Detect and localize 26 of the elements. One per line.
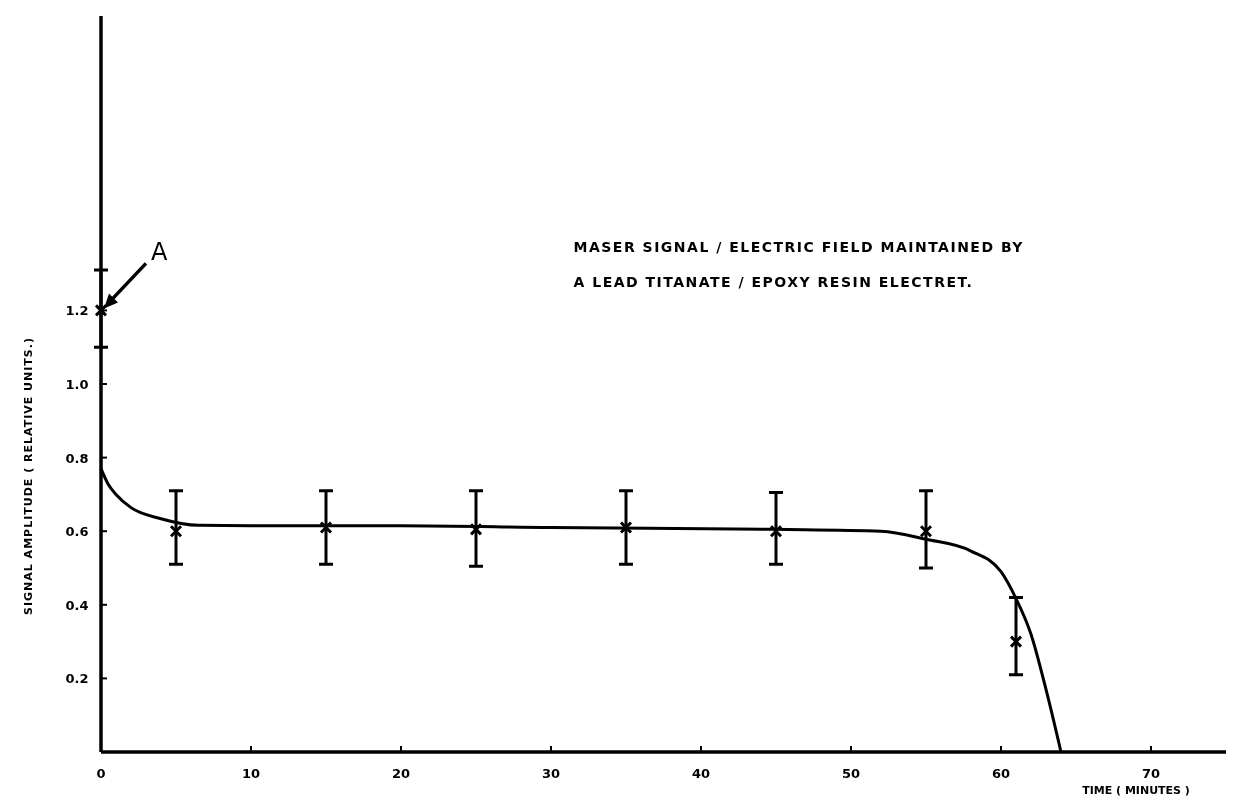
point	[1009, 635, 1023, 649]
y-tick-label: 0.8	[65, 450, 89, 466]
x-tick-label: 40	[691, 766, 711, 781]
x-tick-label: 50	[841, 766, 861, 781]
point	[769, 524, 783, 538]
point	[619, 521, 633, 535]
x-tick-label: 60	[991, 766, 1011, 781]
annotation: MASER SIGNAL / ELECTRIC FIELD MAINTAINED BY	[573, 239, 1024, 255]
y-axis-title: SIGNAL AMPLITUDE ( RELATIVE UNITS.)	[22, 337, 35, 615]
annotation: A	[151, 238, 168, 267]
point	[919, 524, 933, 538]
x-tick-label: 30	[541, 766, 561, 781]
x-tick-label: 0	[96, 766, 106, 781]
annotation: A LEAD TITANATE / EPOXY RESIN ELECTRET.	[573, 274, 974, 290]
y-tick-label: 1.0	[65, 377, 89, 392]
y-tick-label: 0.2	[65, 671, 89, 687]
point	[469, 522, 483, 536]
y-tick-label: 0.4	[65, 597, 89, 613]
point	[319, 521, 333, 535]
x-axis-title: TIME ( MINUTES )	[1082, 784, 1190, 797]
x-tick-label: 70	[1141, 766, 1161, 781]
y-tick-label: 1.2	[65, 303, 89, 319]
x-tick-label: 10	[241, 766, 261, 781]
point	[169, 524, 183, 538]
y-tick-label: 0.6	[65, 524, 89, 540]
x-tick-label: 20	[391, 766, 411, 781]
